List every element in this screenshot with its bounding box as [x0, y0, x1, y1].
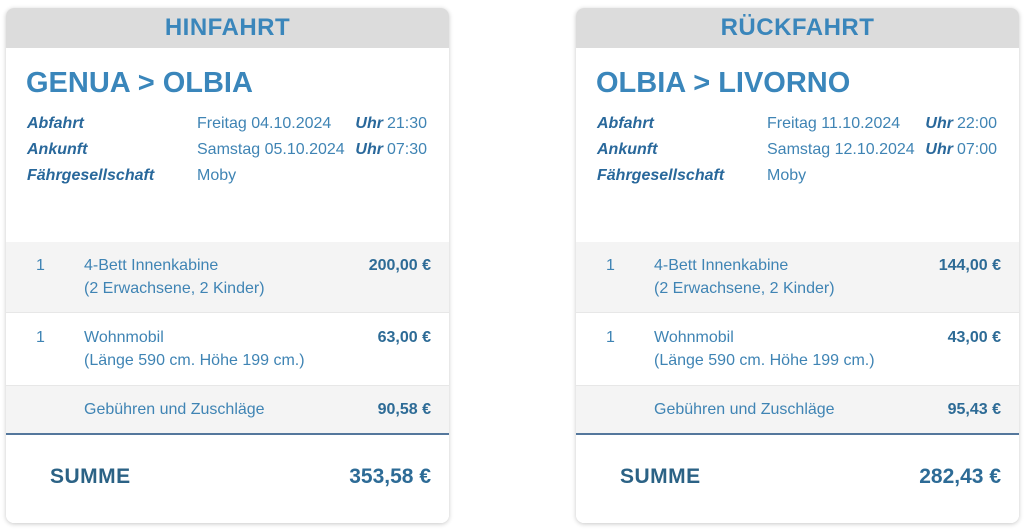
return-card-body: OLBIA > LIVORNO Abfahrt Freitag 11.10.20…	[576, 48, 1019, 523]
departure-time: 22:00	[956, 115, 997, 132]
total-divider	[576, 433, 1019, 435]
arrival-time-label: Uhr	[355, 141, 383, 158]
total-label: SUMME	[50, 465, 131, 488]
info-row-departure: Abfahrt Freitag 11.10.2024 Uhr 22:00	[597, 111, 997, 137]
vehicle-detail: (Länge 590 cm. Höhe 199 cm.)	[654, 352, 875, 369]
outbound-card-header: HINFAHRT	[6, 8, 449, 48]
ferry-company-label: Fährgesellschaft	[597, 167, 725, 184]
arrival-time-label: Uhr	[925, 141, 953, 158]
return-card: RÜCKFAHRT OLBIA > LIVORNO Abfahrt Freita…	[576, 8, 1019, 523]
cabin-qty: 1	[606, 257, 615, 274]
arrival-label: Ankunft	[27, 141, 88, 158]
ferry-company-value: Moby	[767, 167, 807, 184]
outbound-info: Abfahrt Freitag 04.10.2024 Uhr 21:30 Ank…	[6, 98, 449, 189]
vehicle-price: 63,00 €	[377, 329, 431, 346]
departure-date: Freitag 11.10.2024	[767, 115, 901, 132]
vehicle-qty: 1	[606, 329, 615, 346]
departure-time-label: Uhr	[355, 115, 383, 132]
fees-name: Gebühren und Zuschläge	[654, 401, 835, 418]
cabin-detail: (2 Erwachsene, 2 Kinder)	[654, 280, 835, 297]
outbound-route-title: GENUA > OLBIA	[26, 67, 253, 99]
arrival-time: 07:00	[956, 141, 997, 158]
fees-price: 90,58 €	[377, 401, 431, 418]
info-row-ferry-company: Fährgesellschaft Moby	[27, 163, 427, 189]
departure-label: Abfahrt	[597, 115, 654, 132]
vehicle-price: 43,00 €	[947, 329, 1001, 346]
cabin-name: 4-Bett Innenkabine	[654, 257, 789, 274]
item-row-vehicle: 1 Wohnmobil (Länge 590 cm. Höhe 199 cm.)…	[576, 312, 1019, 385]
outbound-total-row: SUMME 353,58 €	[6, 435, 449, 489]
cabin-price: 200,00 €	[368, 257, 431, 274]
info-row-departure: Abfahrt Freitag 04.10.2024 Uhr 21:30	[27, 111, 427, 137]
vehicle-name: Wohnmobil	[654, 329, 734, 346]
departure-time-label: Uhr	[925, 115, 953, 132]
cabin-name: 4-Bett Innenkabine	[84, 257, 219, 274]
outbound-card: HINFAHRT GENUA > OLBIA Abfahrt Freitag 0…	[6, 8, 449, 523]
ferry-company-label: Fährgesellschaft	[27, 167, 155, 184]
item-row-fees: Gebühren und Zuschläge 95,43 €	[576, 385, 1019, 433]
info-row-arrival: Ankunft Samstag 05.10.2024 Uhr 07:30	[27, 137, 427, 163]
total-value: 282,43 €	[919, 465, 1001, 488]
arrival-time-group: Uhr 07:00	[925, 137, 997, 163]
item-row-cabin: 1 4-Bett Innenkabine (2 Erwachsene, 2 Ki…	[6, 242, 449, 312]
arrival-date: Samstag 05.10.2024	[197, 141, 345, 158]
return-total-row: SUMME 282,43 €	[576, 435, 1019, 489]
return-route-title: OLBIA > LIVORNO	[596, 67, 851, 99]
cabin-detail: (2 Erwachsene, 2 Kinder)	[84, 280, 265, 297]
ferry-company-value: Moby	[197, 167, 237, 184]
departure-label: Abfahrt	[27, 115, 84, 132]
return-items: 1 4-Bett Innenkabine (2 Erwachsene, 2 Ki…	[576, 242, 1019, 433]
cabin-qty: 1	[36, 257, 45, 274]
outbound-header-title: HINFAHRT	[164, 14, 291, 41]
arrival-label: Ankunft	[597, 141, 658, 158]
departure-time-group: Uhr 21:30	[355, 111, 427, 137]
arrival-time-group: Uhr 07:30	[355, 137, 427, 163]
cabin-price: 144,00 €	[938, 257, 1001, 274]
return-card-header: RÜCKFAHRT	[576, 8, 1019, 48]
vehicle-detail: (Länge 590 cm. Höhe 199 cm.)	[84, 352, 305, 369]
item-row-vehicle: 1 Wohnmobil (Länge 590 cm. Höhe 199 cm.)…	[6, 312, 449, 385]
outbound-card-body: GENUA > OLBIA Abfahrt Freitag 04.10.2024…	[6, 48, 449, 523]
total-label: SUMME	[620, 465, 701, 488]
return-header-title: RÜCKFAHRT	[720, 14, 875, 41]
return-info: Abfahrt Freitag 11.10.2024 Uhr 22:00 Ank…	[576, 98, 1019, 189]
arrival-time: 07:30	[386, 141, 427, 158]
item-row-cabin: 1 4-Bett Innenkabine (2 Erwachsene, 2 Ki…	[576, 242, 1019, 312]
info-row-arrival: Ankunft Samstag 12.10.2024 Uhr 07:00	[597, 137, 997, 163]
arrival-date: Samstag 12.10.2024	[767, 141, 915, 158]
vehicle-name: Wohnmobil	[84, 329, 164, 346]
departure-time: 21:30	[386, 115, 427, 132]
total-value: 353,58 €	[349, 465, 431, 488]
item-row-fees: Gebühren und Zuschläge 90,58 €	[6, 385, 449, 433]
departure-date: Freitag 04.10.2024	[197, 115, 332, 132]
vehicle-qty: 1	[36, 329, 45, 346]
total-divider	[6, 433, 449, 435]
outbound-items: 1 4-Bett Innenkabine (2 Erwachsene, 2 Ki…	[6, 242, 449, 433]
fees-name: Gebühren und Zuschläge	[84, 401, 265, 418]
fees-price: 95,43 €	[947, 401, 1001, 418]
info-row-ferry-company: Fährgesellschaft Moby	[597, 163, 997, 189]
departure-time-group: Uhr 22:00	[925, 111, 997, 137]
